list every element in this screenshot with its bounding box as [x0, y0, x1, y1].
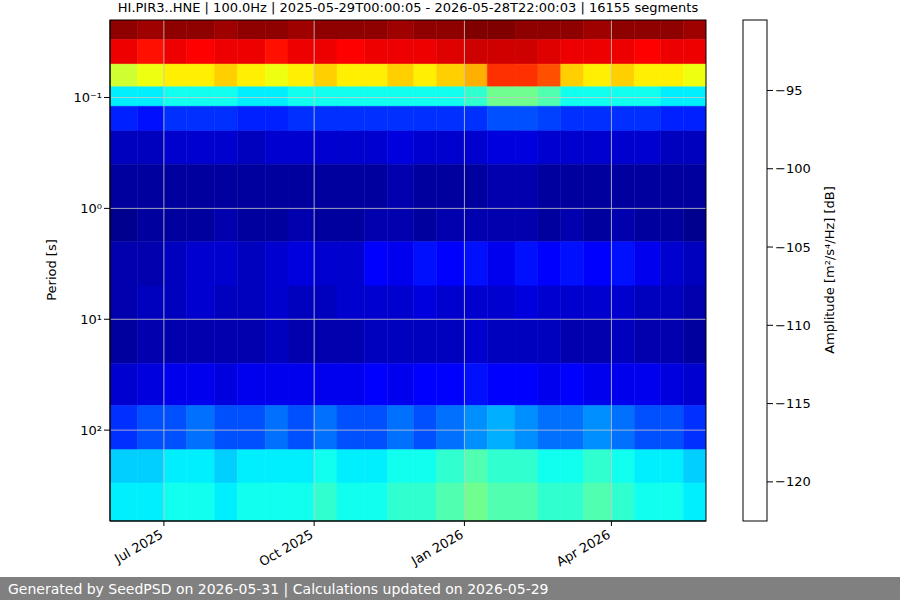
svg-text:Jul 2025: Jul 2025: [111, 527, 165, 567]
svg-text:Period [s]: Period [s]: [44, 239, 59, 301]
svg-text:−115: −115: [775, 396, 811, 411]
svg-text:Apr 2026: Apr 2026: [554, 527, 613, 570]
svg-text:−105: −105: [775, 240, 811, 255]
svg-text:−110: −110: [775, 318, 811, 333]
svg-text:10⁰: 10⁰: [80, 201, 102, 216]
svg-text:Oct 2025: Oct 2025: [256, 527, 315, 570]
svg-text:−120: −120: [775, 474, 811, 489]
svg-text:−100: −100: [775, 161, 811, 176]
svg-text:10²: 10²: [80, 423, 102, 438]
svg-text:−95: −95: [775, 83, 802, 98]
svg-text:10⁻¹: 10⁻¹: [73, 90, 102, 105]
svg-text:HI.PIR3..HNE | 100.0Hz | 2025-: HI.PIR3..HNE | 100.0Hz | 2025-05-29T00:0…: [118, 0, 699, 15]
svg-text:Jan 2026: Jan 2026: [408, 527, 466, 569]
svg-text:10¹: 10¹: [80, 312, 102, 327]
svg-text:Amplitude [m²/s⁴/Hz] [dB]: Amplitude [m²/s⁴/Hz] [dB]: [822, 186, 837, 354]
svg-text:Generated by SeedPSD on 2026-0: Generated by SeedPSD on 2026-05-31 | Cal…: [8, 581, 549, 598]
